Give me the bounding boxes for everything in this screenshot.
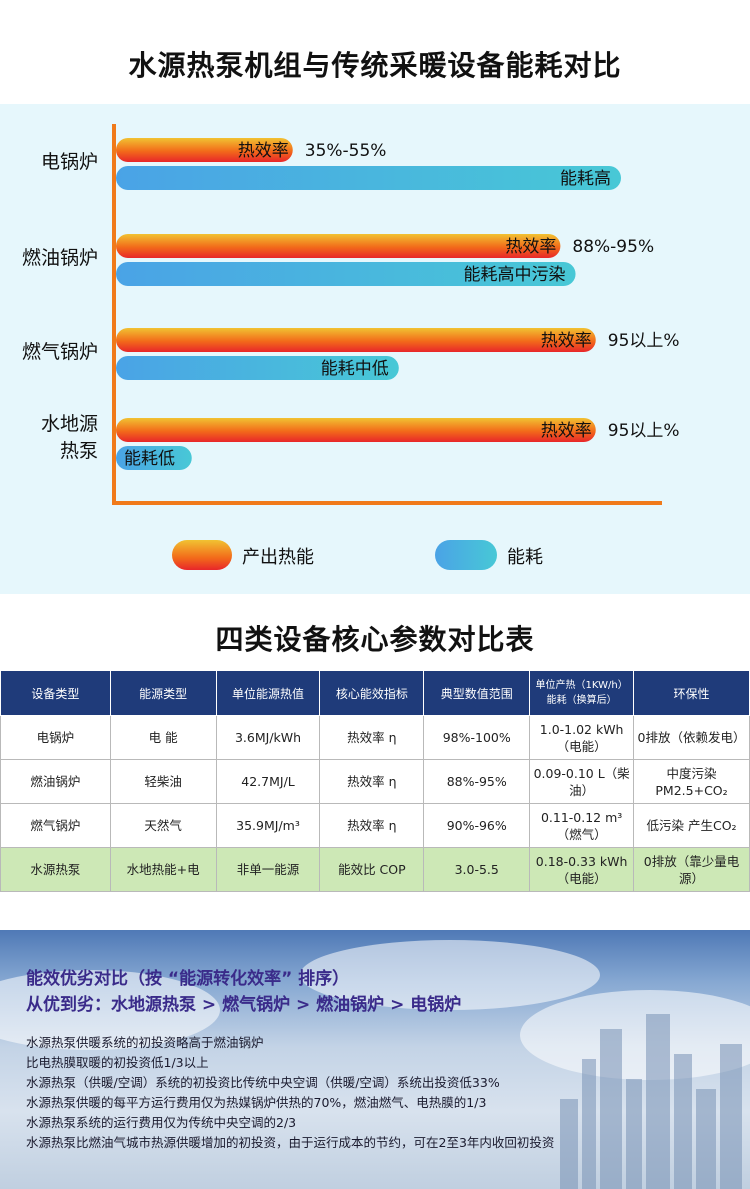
header-typical-range: 典型数值范围 (423, 670, 531, 716)
bar-heat-annotation: 35%-55% (305, 141, 387, 161)
table-cell: 0.18-0.33 kWh（电能） (529, 847, 635, 892)
building-silhouette (696, 1089, 716, 1189)
table-cell: 中度污染 PM2.5+CO₂ (633, 759, 750, 804)
bar-heat-label: 热效率 (541, 331, 592, 351)
table-cell: 35.9MJ/m³ (215, 803, 321, 848)
bar-heat (116, 418, 596, 442)
building-silhouette (582, 1059, 596, 1189)
summary-ranking: 从优到劣：水地源热泵 > 燃气锅炉 > 燃油锅炉 > 电锅炉 (26, 995, 462, 1015)
building-silhouette (560, 1099, 578, 1189)
table-row: 电锅炉 电 能 3.6MJ/kWh 热效率 η 98%-100% 1.0-1.0… (0, 715, 750, 760)
bar-energy (116, 356, 399, 380)
table-cell: 电 能 (109, 715, 217, 760)
table-cell: 非单一能源 (215, 847, 321, 892)
table-cell: 轻柴油 (109, 759, 217, 804)
category-label: 水地源 (41, 413, 98, 435)
table-cell: 能效比 COP (319, 847, 425, 892)
bar-energy-label: 能耗低 (124, 449, 175, 469)
building-silhouette (600, 1029, 622, 1189)
summary-heading: 能效优劣对比（按 “能源转化效率” 排序） (26, 969, 350, 989)
summary-line: 水源热泵供暖系统的初投资略高于燃油锅炉 (26, 1035, 264, 1050)
bar-heat-label: 热效率 (238, 141, 289, 161)
table-cell: 3.6MJ/kWh (215, 715, 321, 760)
table-cell: 天然气 (109, 803, 217, 848)
table-cell: 90%-96% (423, 803, 531, 848)
bar-heat-annotation: 95以上% (608, 331, 680, 351)
summary-line: 水源热泵（供暖/空调）系统的初投资比传统中央空调（供暖/空调）系统出投资低33% (26, 1075, 500, 1090)
table-cell: 燃油锅炉 (0, 759, 111, 804)
table-cell: 热效率 η (319, 759, 425, 804)
table-header-row: 设备类型 能源类型 单位能源热值 核心能效指标 典型数值范围 单位产热（1KW/… (0, 670, 750, 716)
bar-energy (116, 446, 192, 470)
table-cell: 低污染 产生CO₂ (633, 803, 750, 848)
summary-panel: 能效优劣对比（按 “能源转化效率” 排序） 从优到劣：水地源热泵 > 燃气锅炉 … (0, 930, 750, 1189)
bar-heat-annotation: 95以上% (608, 421, 680, 441)
building-silhouette (626, 1079, 642, 1189)
table-cell: 0排放（靠少量电源） (633, 847, 750, 892)
bar-heat (116, 234, 561, 258)
summary-line: 比电热膜取暖的初投资低1/3以上 (26, 1055, 209, 1070)
header-device-type: 设备类型 (0, 670, 111, 716)
header-unit-consumption: 单位产热（1KW/h）能耗（换算后） (529, 670, 635, 716)
table-cell: 0.11-0.12 m³（燃气） (529, 803, 635, 848)
table-cell: 3.0-5.5 (423, 847, 531, 892)
bar-heat-label: 热效率 (505, 237, 556, 257)
cloud-shape (300, 940, 600, 1010)
legend-energy-swatch (435, 540, 497, 570)
legend-energy-label: 能耗 (507, 547, 543, 568)
summary-line: 水源热泵系统的运行费用仅为传统中央空调的2/3 (26, 1115, 297, 1130)
chart-title: 水源热泵机组与传统采暖设备能耗对比 (128, 49, 622, 82)
bar-heat (116, 328, 596, 352)
bar-energy (116, 166, 621, 190)
summary-line: 水源热泵比燃油气城市热源供暖增加的初投资，由于运行成本的节约，可在2至3年内收回… (26, 1135, 555, 1150)
table-cell: 88%-95% (423, 759, 531, 804)
bar-energy (116, 262, 576, 286)
table-cell: 42.7MJ/L (215, 759, 321, 804)
table-row: 燃油锅炉 轻柴油 42.7MJ/L 热效率 η 88%-95% 0.09-0.1… (0, 759, 750, 804)
bar-energy-label: 能耗高 (560, 169, 611, 189)
legend-heat-label: 产出热能 (242, 547, 314, 568)
header-environmental: 环保性 (633, 670, 750, 716)
params-table: 设备类型 能源类型 单位能源热值 核心能效指标 典型数值范围 单位产热（1KW/… (0, 670, 750, 892)
table-cell: 热效率 η (319, 715, 425, 760)
table-cell: 0.09-0.10 L（柴油） (529, 759, 635, 804)
summary-line: 水源热泵供暖的每平方运行费用仅为热媒锅炉供热的70%，燃油燃气、电热膜的1/3 (26, 1095, 487, 1110)
category-label: 电锅炉 (41, 151, 98, 173)
category-label: 燃油锅炉 (22, 247, 98, 269)
building-silhouette (720, 1044, 742, 1189)
building-silhouette (646, 1014, 670, 1189)
table-cell: 水源热泵 (0, 847, 111, 892)
category-label: 燃气锅炉 (22, 341, 98, 363)
table-cell: 电锅炉 (0, 715, 111, 760)
cloud-shape (520, 990, 750, 1080)
table-title: 四类设备核心参数对比表 (215, 623, 535, 656)
cloud-shape (0, 970, 220, 1050)
header-unit-heat-value: 单位能源热值 (215, 670, 321, 716)
table-row-highlight: 水源热泵 水地热能+电 非单一能源 能效比 COP 3.0-5.5 0.18-0… (0, 847, 750, 892)
table-cell: 热效率 η (319, 803, 425, 848)
table-row: 燃气锅炉 天然气 35.9MJ/m³ 热效率 η 90%-96% 0.11-0.… (0, 803, 750, 848)
legend-heat-swatch (172, 540, 232, 570)
table-cell: 0排放（依赖发电） (633, 715, 750, 760)
header-core-efficiency: 核心能效指标 (319, 670, 425, 716)
table-cell: 燃气锅炉 (0, 803, 111, 848)
building-silhouette (674, 1054, 692, 1189)
header-energy-type: 能源类型 (109, 670, 217, 716)
bar-heat-annotation: 88%-95% (572, 237, 654, 257)
table-cell: 98%-100% (423, 715, 531, 760)
bar-heat (116, 138, 293, 162)
table-cell: 水地热能+电 (109, 847, 217, 892)
bar-energy-label: 能耗高中污染 (464, 265, 566, 285)
category-label: 热泵 (60, 440, 98, 462)
bar-energy-label: 能耗中低 (321, 359, 389, 379)
bar-heat-label: 热效率 (541, 421, 592, 441)
table-cell: 1.0-1.02 kWh（电能） (529, 715, 635, 760)
